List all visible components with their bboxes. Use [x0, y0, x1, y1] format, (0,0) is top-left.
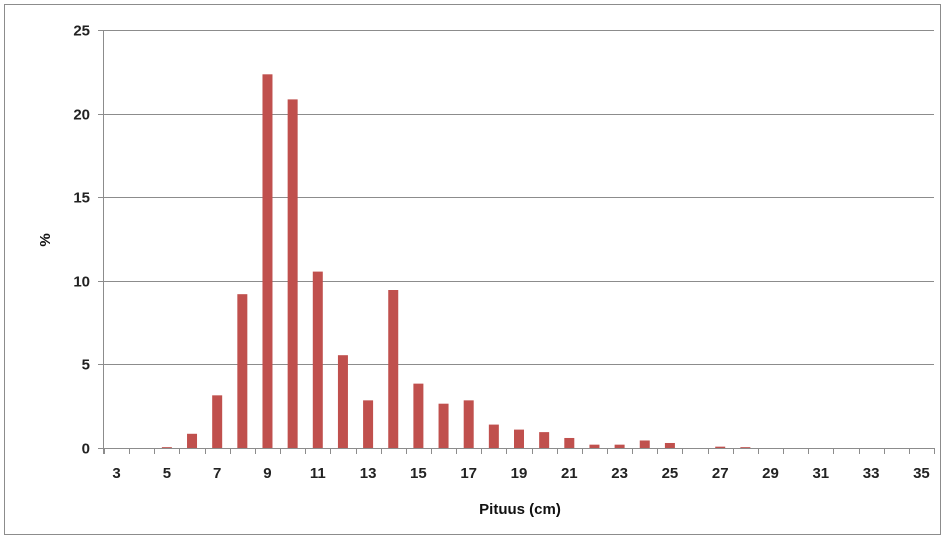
- y-tick-label-4: 20: [73, 107, 90, 124]
- bar-22: [589, 444, 600, 448]
- bar-5: [161, 447, 172, 448]
- bar-18: [488, 424, 499, 448]
- bar-23: [614, 444, 625, 448]
- axes: [98, 30, 935, 454]
- bar-24: [639, 440, 650, 448]
- x-tick-label-19: 19: [511, 465, 528, 482]
- bar-10: [287, 99, 298, 448]
- bar-20: [539, 432, 550, 448]
- x-tick-label-23: 23: [611, 465, 628, 482]
- x-tick-label-35: 35: [913, 465, 930, 482]
- y-axis-title: %: [37, 233, 54, 246]
- x-tick-label-31: 31: [812, 465, 829, 482]
- x-tick-label-7: 7: [213, 465, 221, 482]
- y-tick-label-5: 25: [73, 23, 90, 40]
- bar-7: [212, 395, 223, 448]
- grid-lines: [104, 30, 934, 365]
- x-tick-label-33: 33: [863, 465, 880, 482]
- x-tick-label-15: 15: [410, 465, 427, 482]
- bars: [161, 74, 751, 448]
- y-tick-label-2: 10: [73, 274, 90, 291]
- bar-19: [514, 429, 524, 448]
- x-tick-label-13: 13: [360, 465, 377, 482]
- y-tick-label-1: 5: [82, 357, 90, 374]
- x-tick-label-5: 5: [163, 465, 171, 482]
- x-tick-label-21: 21: [561, 465, 578, 482]
- x-tick-label-3: 3: [112, 465, 120, 482]
- bar-12: [337, 355, 348, 448]
- bar-27: [715, 446, 726, 448]
- chart-frame: [4, 4, 941, 535]
- x-tick-label-11: 11: [310, 465, 326, 482]
- x-tick-label-27: 27: [712, 465, 729, 482]
- bar-21: [564, 437, 575, 448]
- bar-25: [664, 442, 675, 448]
- bar-14: [388, 290, 399, 448]
- bar-17: [463, 400, 474, 448]
- bar-11: [312, 271, 323, 448]
- bar-6: [187, 433, 198, 448]
- y-tick-label-0: 0: [82, 441, 90, 458]
- x-tick-label-9: 9: [263, 465, 271, 482]
- bar-16: [438, 403, 449, 448]
- bar-8: [237, 294, 248, 448]
- bar-13: [363, 400, 374, 448]
- bar-9: [262, 74, 273, 448]
- y-tick-label-3: 15: [73, 190, 90, 207]
- x-tick-label-29: 29: [762, 465, 779, 482]
- bar-15: [413, 383, 424, 448]
- bar-28: [740, 447, 751, 448]
- x-tick-label-17: 17: [460, 465, 477, 482]
- x-axis-title: Pituus (cm): [479, 501, 561, 518]
- x-tick-label-25: 25: [662, 465, 679, 482]
